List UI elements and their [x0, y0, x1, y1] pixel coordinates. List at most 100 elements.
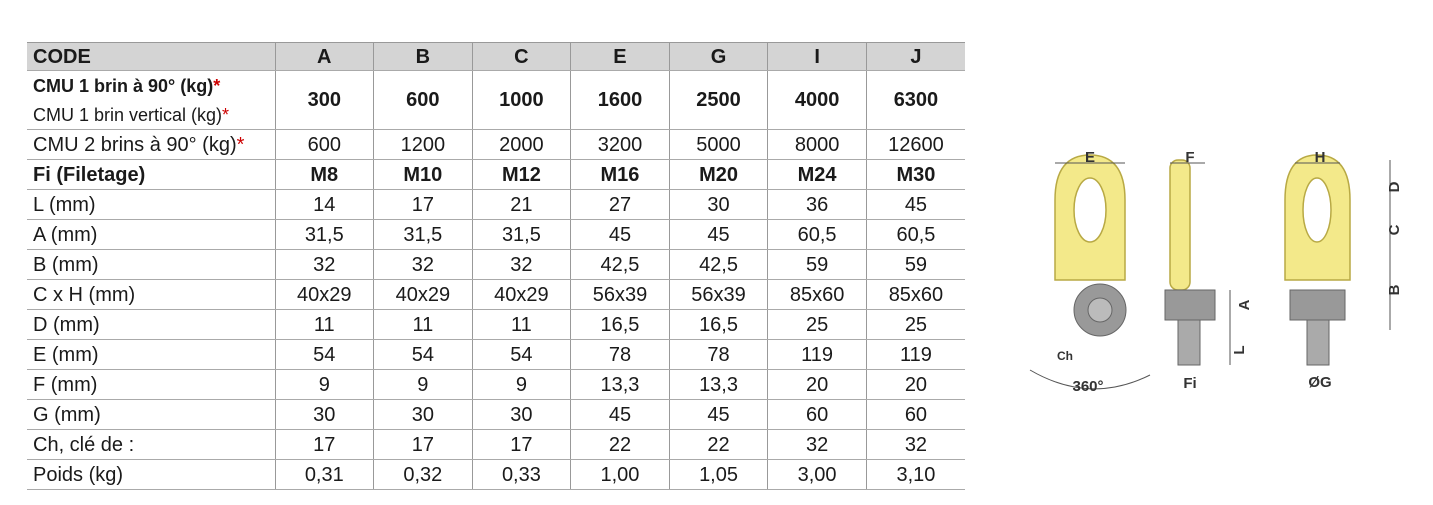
cell-text: 42,5 [600, 253, 640, 276]
note-mark: * [222, 104, 230, 125]
cell-text: 40x29 [395, 283, 451, 306]
cell-text: 78 [707, 343, 730, 366]
cell: 11 [471, 309, 571, 340]
cell-text: 17 [510, 433, 533, 456]
label-text: G (mm) [33, 403, 101, 426]
label-text: Ch, clé de : [33, 433, 135, 456]
cell-text: 30 [510, 403, 533, 426]
cell-text: 60,5 [797, 223, 837, 246]
table-row: Ch, clé de : 17 17 17 22 22 32 32 [27, 429, 965, 460]
cell-text: 3,00 [797, 463, 837, 486]
cell: 40x29 [373, 279, 473, 310]
cell-text: 600 [307, 133, 341, 156]
row-label: E (mm) [27, 339, 275, 370]
cell: 14 [274, 189, 374, 220]
cell: 31,5 [274, 219, 374, 250]
row-label: Fi (Filetage) [27, 159, 275, 190]
cell-text: 14 [313, 193, 336, 216]
cell-text: 6300 [893, 89, 939, 111]
label-text: D (mm) [33, 313, 100, 336]
cell: 45 [570, 399, 670, 430]
cell: 119 [865, 339, 965, 370]
cell-text: 12600 [888, 133, 944, 156]
row-label: A (mm) [27, 219, 275, 250]
header-cell: CODE [27, 42, 275, 71]
cell: 0,33 [471, 459, 571, 490]
cell: 25 [767, 309, 867, 340]
cell-text: 2000 [499, 133, 544, 156]
diagram-label: L [1231, 345, 1248, 354]
cell-text: 56x39 [592, 283, 648, 306]
cell-text: 56x39 [691, 283, 746, 306]
cell: 45 [865, 189, 965, 220]
label-text: L (mm) [33, 193, 96, 216]
cell-text: 21 [510, 193, 533, 216]
row-label: L (mm) [27, 189, 275, 220]
cell-text: 8000 [794, 133, 840, 156]
cell-text: 54 [510, 343, 533, 366]
cell: 119 [767, 339, 867, 370]
cell: 32 [373, 249, 473, 280]
cell-text: M20 [699, 163, 738, 186]
cell: 4000 [767, 70, 867, 130]
cell: 17 [471, 429, 571, 460]
header-cell: I [767, 42, 867, 71]
cell: 1,00 [570, 459, 670, 490]
label-text: F (mm) [33, 373, 98, 396]
cell-text: 9 [318, 373, 330, 396]
cell-text: M10 [403, 163, 443, 186]
table-row: Poids (kg) 0,31 0,32 0,33 1,00 1,05 3,00 3,10 [27, 459, 965, 490]
cell-text: 60 [904, 403, 928, 426]
cell: 32 [471, 249, 571, 280]
header-cell: G [668, 42, 768, 71]
cell: M20 [668, 159, 768, 190]
cell: 22 [570, 429, 670, 460]
cell-text: 31,5 [501, 223, 541, 246]
cell: 27 [570, 189, 670, 220]
header-cell: A [274, 42, 374, 71]
cell: 2500 [668, 70, 768, 130]
label-text: A (mm) [33, 223, 98, 246]
cell: 1000 [471, 70, 571, 130]
cell: 12600 [865, 129, 965, 160]
cell: 0,32 [373, 459, 473, 490]
cell: 13,3 [668, 369, 768, 400]
cell: 11 [373, 309, 473, 340]
table-row: CMU 2 brins à 90° (kg)* 600 1200 2000 3200 50… [27, 129, 965, 160]
cell: 3,00 [767, 459, 867, 490]
note-mark: * [213, 75, 221, 96]
cell: 5000 [668, 129, 768, 160]
cell: 54 [274, 339, 374, 370]
diagram-label: C [1386, 224, 1403, 235]
cell: 20 [865, 369, 965, 400]
cell-text: 45 [608, 403, 632, 426]
cell: 40x29 [274, 279, 374, 310]
cell: 32 [274, 249, 374, 280]
cell-text: 60 [805, 403, 829, 426]
cell: 300 [274, 70, 374, 130]
cell: 30 [471, 399, 571, 430]
cell: 36 [767, 189, 867, 220]
cell-text: 0,31 [304, 463, 344, 486]
header-text: C [514, 45, 529, 68]
cell-text: 59 [904, 253, 928, 276]
header-text: J [910, 45, 922, 68]
cell-text: M24 [797, 163, 837, 186]
cell-text: 22 [707, 433, 730, 456]
cell: 600 [274, 129, 374, 160]
header-cell: C [471, 42, 571, 71]
cell-text: 119 [899, 343, 932, 366]
cell: 25 [865, 309, 965, 340]
cell: 6300 [865, 70, 965, 130]
cell-text: 30 [411, 403, 434, 426]
cell: 1,05 [668, 459, 768, 490]
row-label: F (mm) [27, 369, 275, 400]
cell-text: 40x29 [297, 283, 352, 306]
label-text: B (mm) [33, 253, 99, 276]
cell: M12 [471, 159, 571, 190]
cell-text: 59 [805, 253, 829, 276]
label-text: CMU 2 brins à 90° (kg) [33, 133, 237, 156]
cell: 16,5 [668, 309, 768, 340]
cell: 22 [668, 429, 768, 460]
cell-text: 85x60 [789, 283, 845, 306]
